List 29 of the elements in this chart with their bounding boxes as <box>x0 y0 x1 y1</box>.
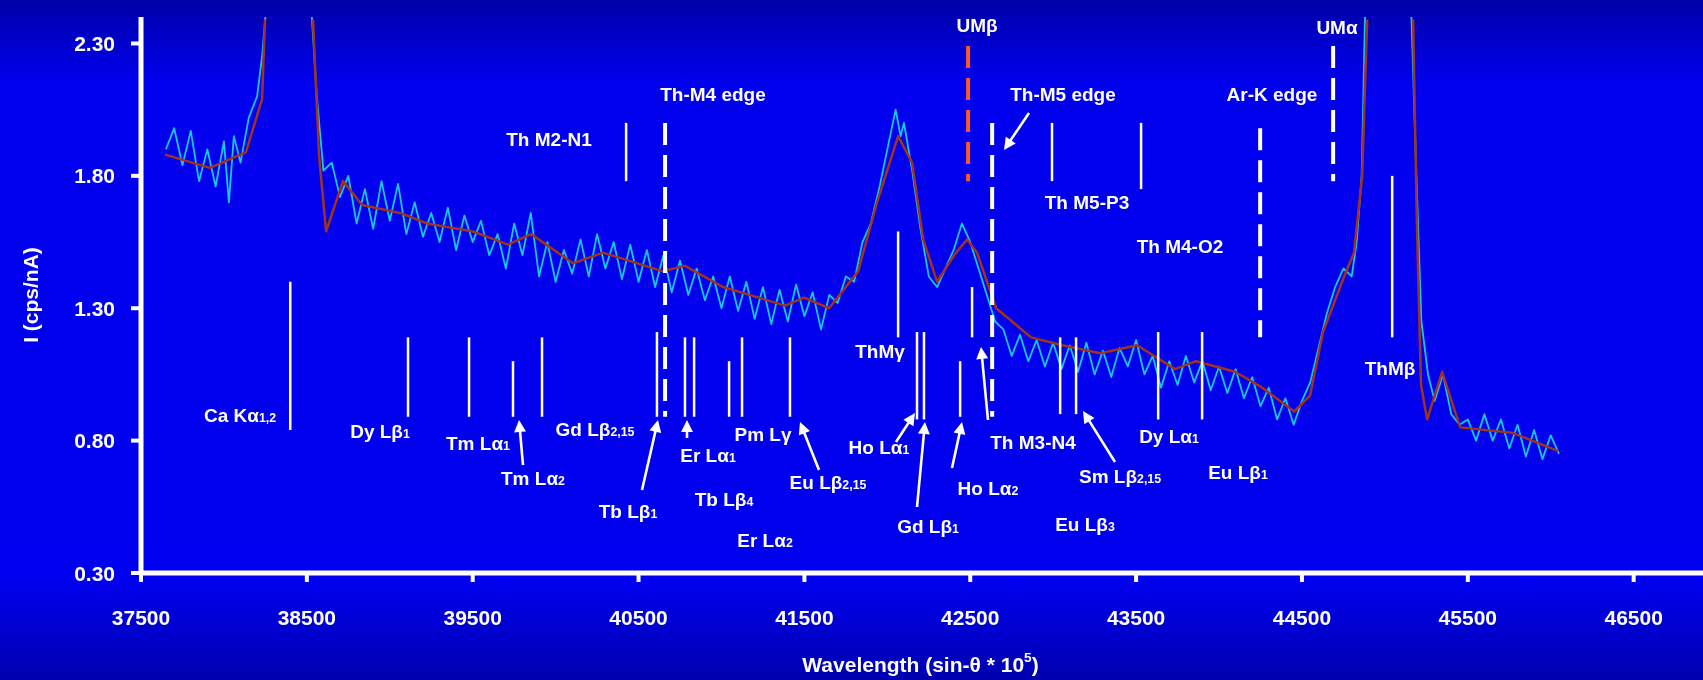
x-tick-label: 38500 <box>277 605 337 629</box>
y-axis-title: I (cps/nA) <box>18 247 42 343</box>
x-tick-label: 43500 <box>1106 605 1166 629</box>
annotation: Pm Lγ <box>734 423 792 445</box>
annotation: UMβ <box>956 14 998 36</box>
x-tick-label: 45500 <box>1438 605 1498 629</box>
y-tick-label: 0.30 <box>74 561 115 585</box>
y-tick-label: 0.80 <box>74 429 115 453</box>
annotation: Th M3-N4 <box>990 431 1077 453</box>
annotation: Th M2-N1 <box>506 128 593 150</box>
annotation: ThMβ <box>1364 357 1416 379</box>
annotation: Th M5-P3 <box>1044 191 1130 213</box>
x-tick-label: 46500 <box>1604 605 1663 629</box>
x-tick-label: 37500 <box>111 605 171 629</box>
x-tick-label: 42500 <box>941 605 1000 629</box>
annotation: Ar-K edge <box>1226 83 1318 105</box>
annotation: ThMγ <box>855 340 906 362</box>
annotation: Th-M5 edge <box>1010 83 1116 105</box>
annotation: Th-M4 edge <box>660 83 766 105</box>
x-tick-label: 40500 <box>609 605 668 629</box>
annotation: UMα <box>1316 16 1358 38</box>
y-tick-label: 2.30 <box>74 31 115 55</box>
y-tick-label: 1.30 <box>74 296 115 320</box>
x-tick-label: 39500 <box>443 605 502 629</box>
y-tick-label: 1.80 <box>74 164 115 188</box>
annotation: Th M4-O2 <box>1136 235 1224 257</box>
x-tick-label: 44500 <box>1272 605 1332 629</box>
x-axis-title: Wavelength (sin-θ * 10$^{5}$) <box>802 650 1039 676</box>
x-tick-label: 41500 <box>775 605 834 629</box>
